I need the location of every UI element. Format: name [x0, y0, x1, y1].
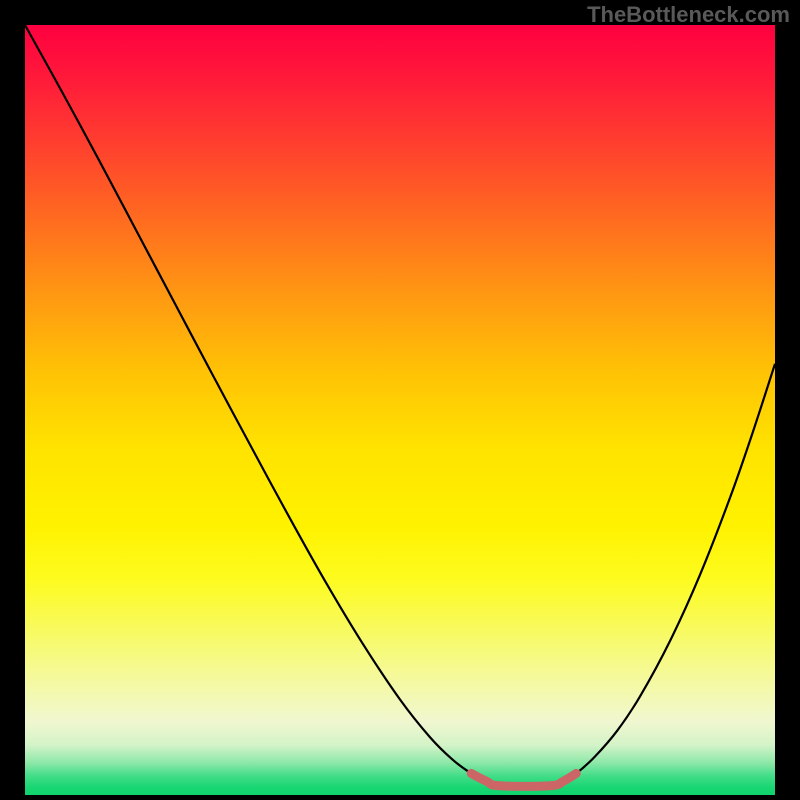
- plot-background: [25, 25, 775, 795]
- chart-svg: [0, 0, 800, 800]
- bottleneck-chart-container: { "attribution": { "text": "TheBottlenec…: [0, 0, 800, 800]
- attribution-text: TheBottleneck.com: [587, 2, 790, 28]
